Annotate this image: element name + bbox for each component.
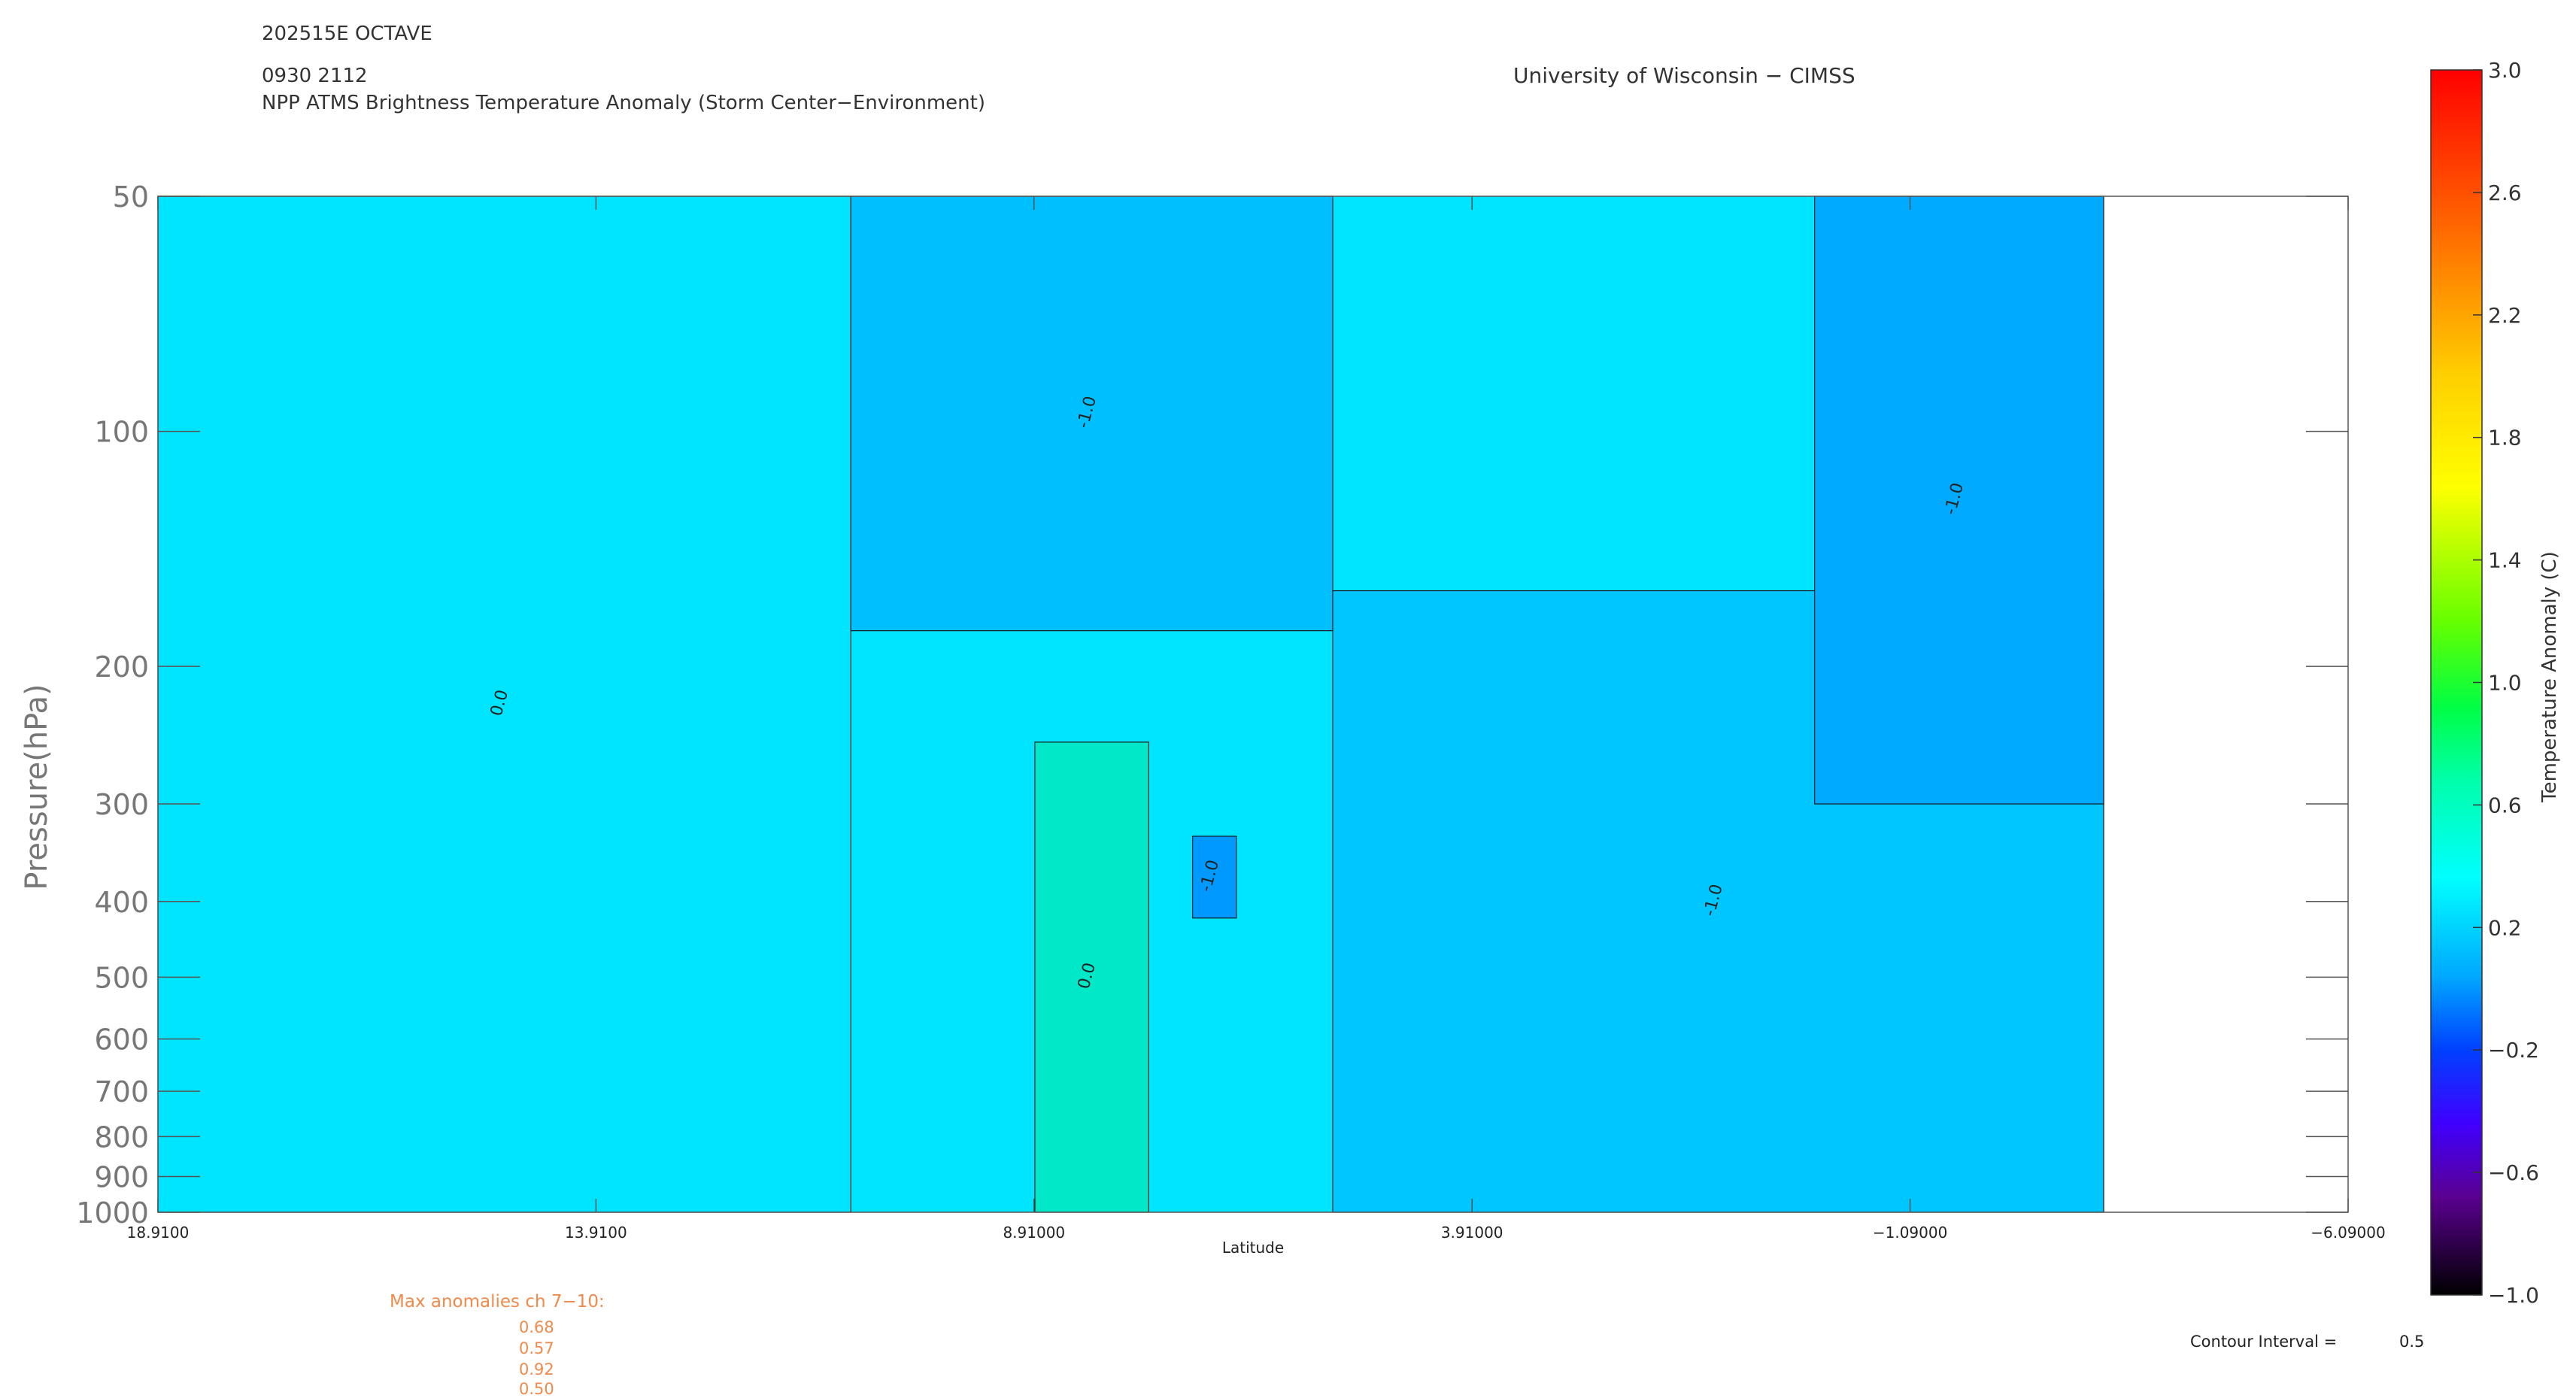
contour-interval-label: Contour Interval =	[2190, 1333, 2338, 1351]
y-tick-label: 900	[94, 1160, 149, 1193]
x-tick-label: 8.91000	[1003, 1224, 1065, 1242]
x-tick-label: 13.9100	[565, 1224, 627, 1242]
anomaly-region	[1034, 741, 1149, 1213]
colorbar	[2430, 69, 2483, 1296]
contour-interval-value: 0.5	[2399, 1333, 2425, 1351]
y-axis-title: Pressure(hPa)	[20, 684, 54, 890]
colorbar-tick-label: 2.2	[2488, 303, 2522, 328]
date-time: 0930 2112	[262, 65, 368, 87]
anomaly-region	[850, 196, 1334, 632]
y-tick-label: 700	[94, 1075, 149, 1108]
x-axis-title: Latitude	[1222, 1239, 1284, 1257]
max-anomaly-value: 0.68	[519, 1318, 554, 1336]
max-anomalies-title: Max anomalies ch 7−10:	[390, 1292, 605, 1312]
colorbar-tick-label: 0.6	[2488, 793, 2522, 817]
colorbar-tick-label: 1.8	[2488, 426, 2522, 450]
y-tick-label: 800	[94, 1121, 149, 1154]
anomaly-region	[157, 196, 851, 1213]
x-tick-label: −1.09000	[1873, 1224, 1947, 1242]
y-tick-label: 400	[94, 886, 149, 919]
colorbar-label: Temperature Anomaly (C)	[2538, 551, 2561, 803]
y-tick-label: 600	[94, 1023, 149, 1057]
institution: University of Wisconsin − CIMSS	[1513, 63, 1855, 88]
colorbar-tick-label: 1.4	[2488, 548, 2522, 573]
max-anomaly-value: 0.57	[519, 1339, 554, 1357]
x-tick-label: 3.91000	[1441, 1224, 1503, 1242]
max-anomaly-value: 0.92	[519, 1360, 554, 1378]
colorbar-tick-label: 0.2	[2488, 915, 2522, 940]
y-tick-label: 50	[113, 180, 149, 214]
y-tick-label: 500	[94, 961, 149, 994]
x-tick-label: 18.9100	[127, 1224, 190, 1242]
y-tick-label: 1000	[76, 1196, 149, 1230]
colorbar-tick-label: −0.6	[2488, 1160, 2539, 1185]
colorbar-tick-label: −1.0	[2488, 1283, 2539, 1308]
anomaly-region	[1192, 835, 1237, 919]
colorbar-tick-label: −0.2	[2488, 1038, 2539, 1063]
colorbar-tick-label: 2.6	[2488, 180, 2522, 205]
colorbar-tick-label: 1.0	[2488, 671, 2522, 696]
chart-title: NPP ATMS Brightness Temperature Anomaly …	[262, 92, 985, 114]
storm-id: 202515E OCTAVE	[262, 23, 432, 45]
colorbar-tick-label: 3.0	[2488, 58, 2522, 83]
y-tick-label: 200	[94, 650, 149, 684]
max-anomaly-value: 0.50	[519, 1380, 554, 1398]
anomaly-region	[1814, 196, 2104, 805]
plot-frame	[157, 196, 2349, 1213]
y-tick-label: 300	[94, 788, 149, 821]
y-tick-label: 100	[94, 416, 149, 449]
x-tick-label: −6.09000	[2311, 1224, 2385, 1242]
